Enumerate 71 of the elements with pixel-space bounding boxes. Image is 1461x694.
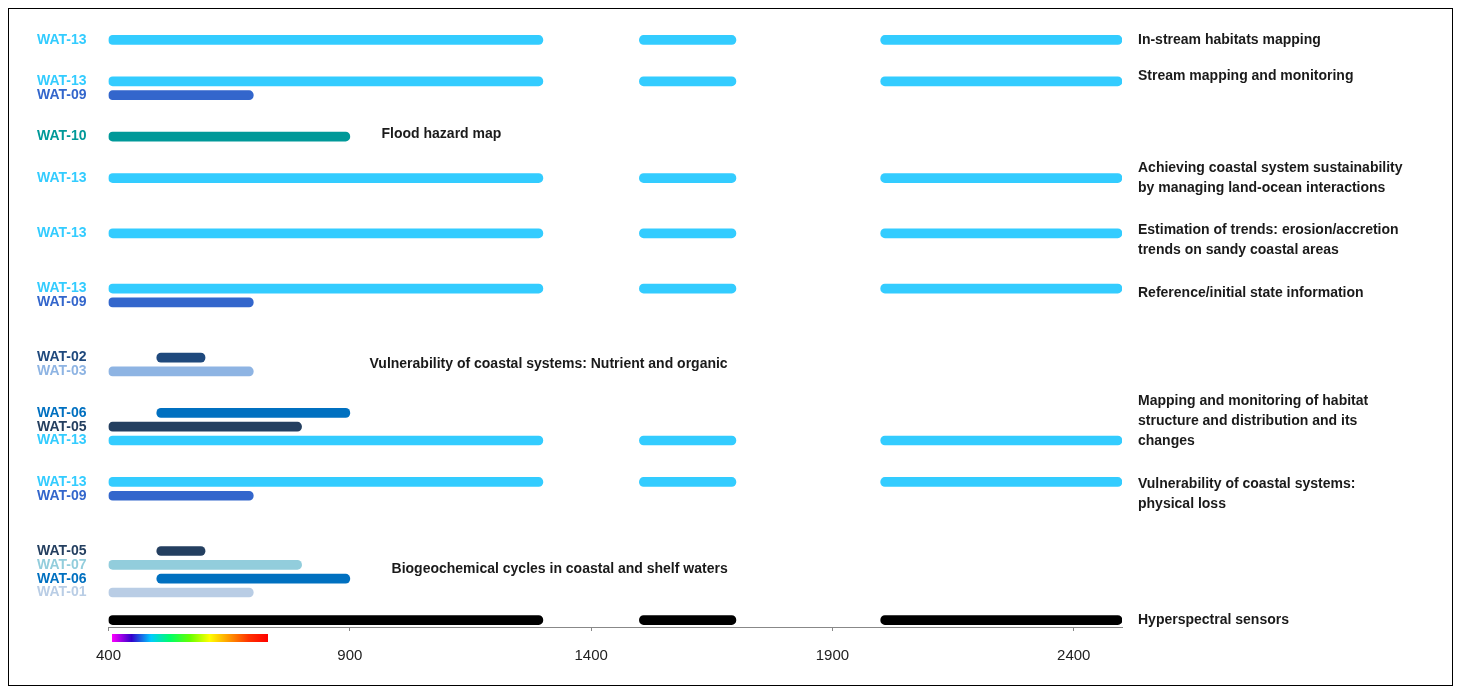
bar [639,435,737,446]
text: Vulnerability of coastal systems: physical loss [1138,475,1356,512]
text: In-stream habitats mapping [1138,30,1321,47]
y-tick-label: WAT-06 [37,569,87,586]
bar [108,35,544,45]
bar [108,560,302,570]
bar [108,587,254,598]
text: Mapping and monitoring of habitat structure and distribution and its changes [1138,392,1369,449]
y-tick-label: WAT-13 [37,472,87,489]
bar [108,90,254,100]
bar [639,477,737,487]
bar [880,615,1122,625]
annotation: Flood hazard map [381,124,502,141]
bar [108,76,544,87]
bar [880,477,1122,487]
annotation: Biogeochemical cycles in coastal and shelf waters [391,559,728,576]
bar [108,490,254,501]
bar [108,477,544,487]
bar [880,435,1122,446]
bar [108,228,544,239]
bar [108,615,544,625]
y-tick-label: WAT-06 [37,403,87,420]
bar [108,131,351,142]
bar [639,615,737,625]
y-tick-label: WAT-13 [37,224,87,241]
bar [108,366,254,377]
bar [108,173,544,183]
y-tick-label: WAT-03 [37,362,87,379]
y-tick-label: WAT-02 [37,348,87,365]
x-tick-label: 900 [337,646,363,664]
text: Estimation of trends: erosion/accretion trends on sandy coastal areas [1138,221,1399,258]
y-tick-label: WAT-13 [37,431,87,448]
y-tick-label: WAT-13 [37,72,87,89]
bar [156,573,351,584]
bar [639,173,737,183]
x-tick-label: 2400 [1057,646,1091,664]
y-tick-label: WAT-13 [37,30,87,47]
bar [108,283,544,294]
bar [639,228,737,239]
y-tick-label: WAT-01 [37,583,87,600]
bar [108,297,254,308]
y-tick-label: WAT-05 [37,417,87,434]
bar [156,352,206,363]
y-tick-label: WAT-07 [37,555,87,572]
bar [639,76,737,87]
x-tick-label: 400 [96,646,122,664]
y-tick-label: WAT-09 [37,486,87,503]
text: Stream mapping and monitoring [1138,66,1354,83]
y-tick-label: WAT-09 [37,86,87,103]
bar [156,546,206,556]
bar [108,435,544,446]
bar [880,76,1122,87]
bar [639,35,737,45]
text: Achieving coastal system sustainability by managing land-ocean interactions [1138,158,1403,195]
x-tick-label: 1400 [574,646,608,664]
y-tick-label: WAT-13 [37,168,87,185]
text: Hyperspectral sensors [1138,610,1290,627]
y-tick-label: WAT-10 [37,127,87,144]
bar [880,35,1122,45]
x-tick-label: 1900 [815,646,850,664]
y-tick-label: WAT-13 [37,279,87,296]
bar [108,421,302,432]
annotation: Vulnerability of coastal systems: Nutrient and organic [369,355,728,372]
y-tick-label: WAT-09 [37,293,87,310]
bar [880,283,1122,294]
y-tick-label: WAT-05 [37,541,87,558]
bar [880,173,1122,183]
bar [880,228,1122,239]
bar [156,408,351,418]
bar [639,283,737,294]
text: Reference/initial state information [1138,283,1364,300]
